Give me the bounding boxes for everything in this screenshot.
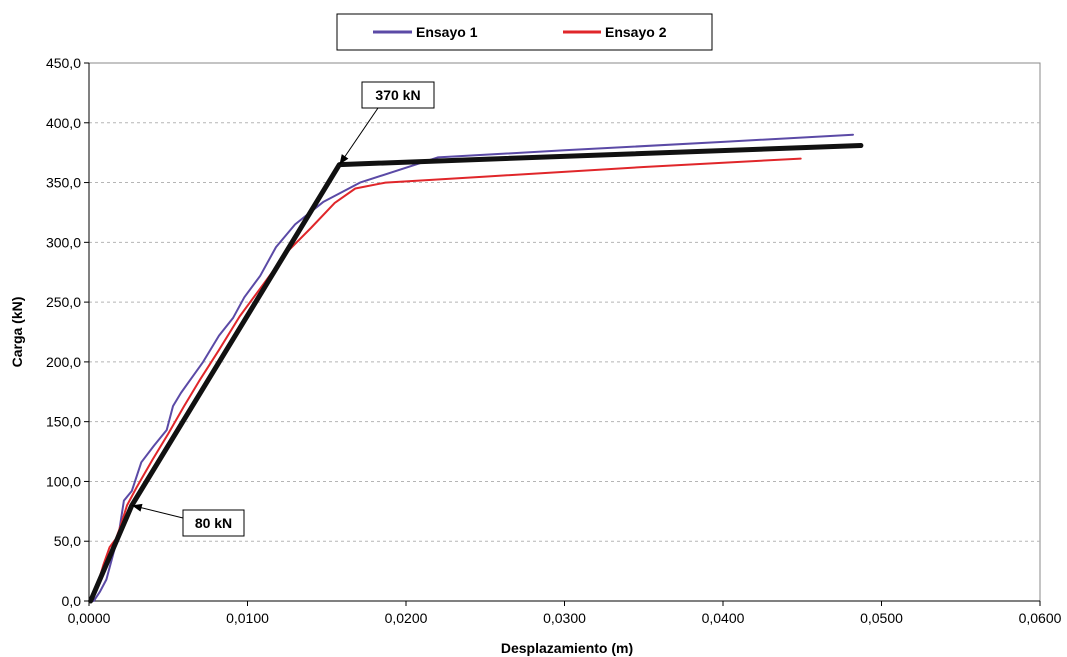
x-tick-label: 0,0200	[385, 610, 428, 626]
y-tick-label: 250,0	[46, 294, 81, 310]
y-tick-label: 100,0	[46, 473, 81, 489]
x-tick-label: 0,0400	[702, 610, 745, 626]
legend: Ensayo 1 Ensayo 2	[336, 13, 713, 51]
y-tick-label: 400,0	[46, 115, 81, 131]
legend-label-ensayo-2: Ensayo 2	[605, 24, 667, 40]
y-tick-label: 200,0	[46, 354, 81, 370]
legend-label-ensayo-1: Ensayo 1	[416, 24, 478, 40]
grid-lines	[89, 122, 1040, 542]
annotation-370kn-arrow	[339, 107, 379, 165]
y-tick-label: 350,0	[46, 175, 81, 191]
annotation-370kn-box	[361, 81, 435, 109]
y-tick-label: 300,0	[46, 234, 81, 250]
annotation-80kn-arrowhead	[131, 503, 143, 512]
series-group	[88, 133, 864, 604]
x-tick-label: 0,0600	[1019, 610, 1062, 626]
x-tick-label: 0,0100	[226, 610, 269, 626]
axes: 0,0 50,0 100,0 150,0 200,0 250,0 300,0 350,0 400…	[46, 55, 1062, 626]
y-tick-label: 50,0	[54, 533, 81, 549]
y-tick-label: 0,0	[62, 593, 82, 609]
y-tick-label: 450,0	[46, 55, 81, 71]
annotations: 370 kN 80 kN	[131, 81, 435, 537]
y-tick-label: 150,0	[46, 414, 81, 430]
x-tick-label: 0,0500	[860, 610, 903, 626]
annotation-370kn-arrowhead	[339, 154, 349, 165]
annotation-370kn-label: 370 kN	[375, 87, 420, 103]
series-line-bilinear-model	[88, 143, 864, 604]
y-axis-title: Carga (kN)	[9, 297, 25, 368]
x-axis-title: Desplazamiento (m)	[501, 640, 633, 656]
x-tick-label: 0,0000	[68, 610, 111, 626]
x-tick-label: 0,0300	[543, 610, 586, 626]
annotation-80kn-box	[182, 509, 245, 537]
annotation-80kn-label: 80 kN	[195, 515, 232, 531]
